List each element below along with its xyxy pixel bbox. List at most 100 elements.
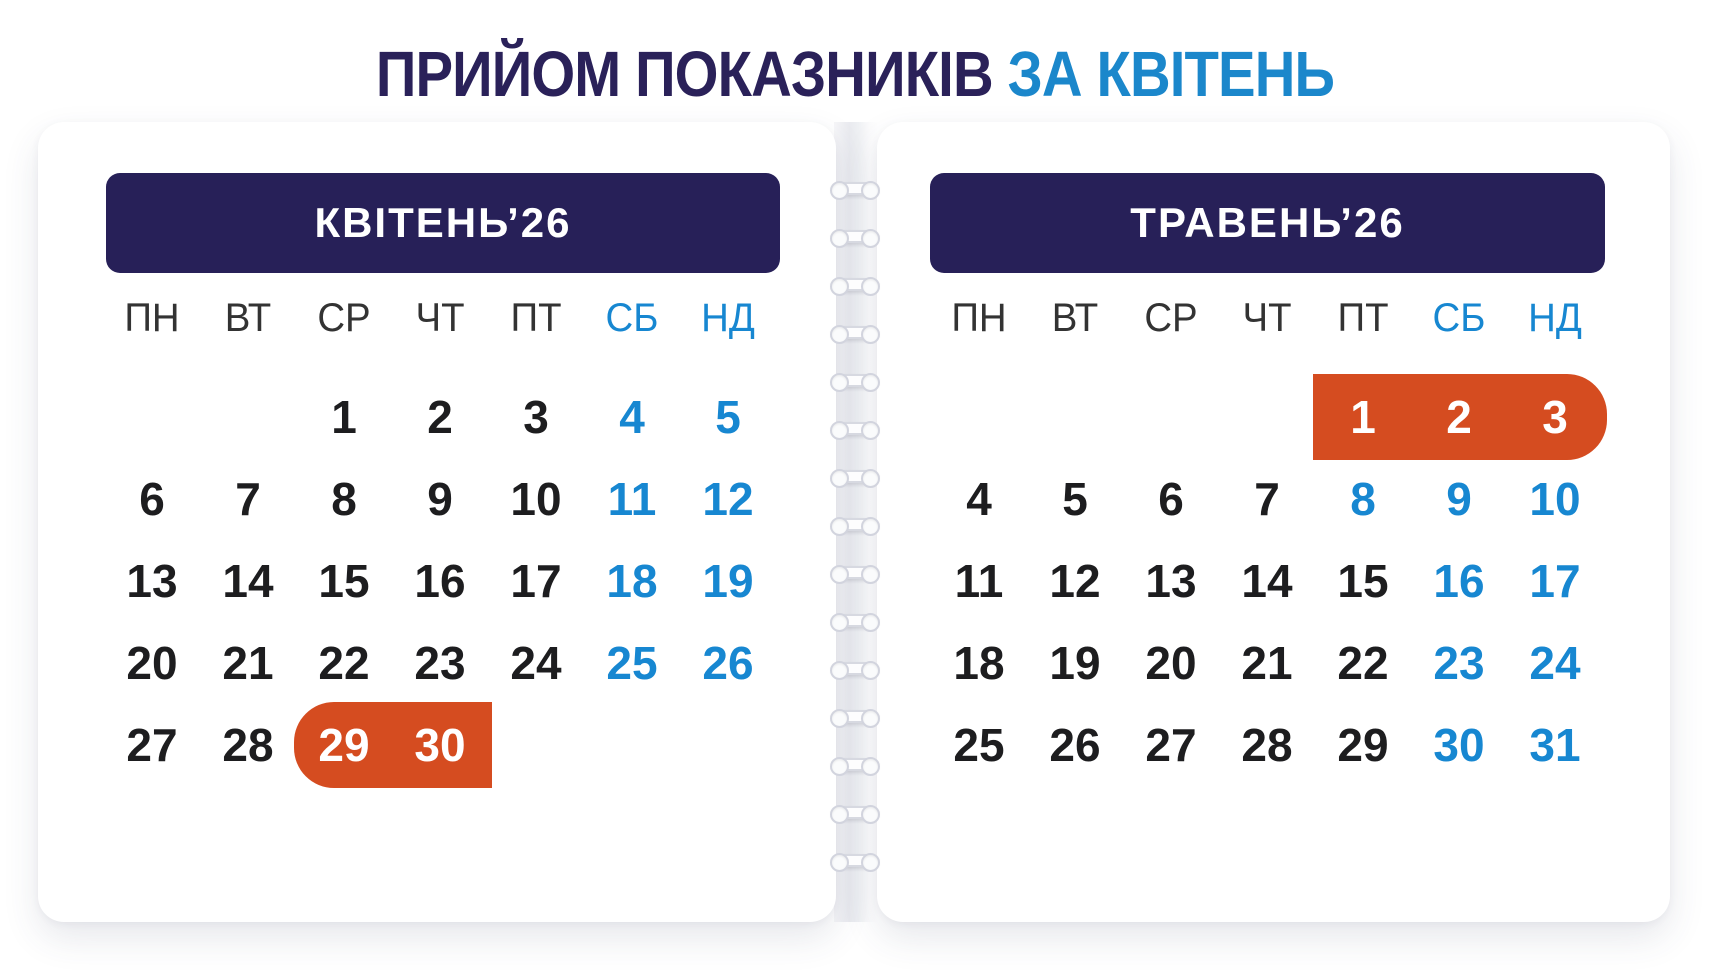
calendar-grid-may: ПН ВТ СР ЧТ ПТ СБ НД 1 2 3 4 5 6 7 8 9 10 11 12 13 14 15 16 17…: [931, 288, 1607, 786]
binding-ring: [830, 757, 880, 776]
empty-day-cell: [488, 704, 584, 786]
weekday-row: ПН ВТ СР ЧТ ПТ СБ НД: [104, 288, 776, 348]
day-may-11: 11: [954, 555, 1004, 607]
binding-ring: [830, 325, 880, 344]
day-april-2: 2: [427, 391, 453, 443]
day-may-15: 15: [1337, 555, 1389, 607]
day-april-22: 22: [318, 637, 370, 689]
day-may-13: 13: [1145, 555, 1197, 607]
day-april-18: 18: [606, 555, 658, 607]
page-title-accent: ЗА КВІТЕНЬ: [1007, 38, 1335, 110]
day-may-27: 27: [1145, 719, 1197, 771]
empty-day-cell: [1123, 376, 1219, 458]
day-april-11: 11: [607, 473, 657, 525]
day-april-24: 24: [510, 637, 562, 689]
day-may-31: 31: [1529, 719, 1581, 771]
date-grid: 1 2 3 4 5 6 7 8 9 10 11 12 13 14 15 16 17 18 19 20 21 22 23 24 2…: [104, 376, 776, 788]
calendar-card-may: ТРАВЕНЬ’26 ПН ВТ СР ЧТ ПТ СБ НД 1 2 3 4 5 6 7 8 9 10 11 1…: [877, 122, 1670, 922]
day-may-22: 22: [1337, 637, 1389, 689]
month-header-may: ТРАВЕНЬ’26: [930, 173, 1605, 273]
day-may-3: 3: [1542, 391, 1568, 443]
weekday-label-may-6: НД: [1528, 295, 1582, 340]
day-april-3: 3: [523, 391, 549, 443]
day-may-24: 24: [1529, 637, 1581, 689]
calendar-grid-april: ПН ВТ СР ЧТ ПТ СБ НД 1 2 3 4 5 6 7 8 9 10 11 12 13 14 15 16 17…: [104, 288, 776, 788]
weekday-label-april-6: НД: [701, 295, 755, 340]
day-may-29: 29: [1337, 719, 1389, 771]
weekday-label-may-0: ПН: [951, 295, 1007, 340]
day-may-17: 17: [1529, 555, 1581, 607]
binding-ring: [830, 853, 880, 872]
day-may-10: 10: [1529, 473, 1581, 525]
weekday-label-april-1: ВТ: [224, 295, 272, 340]
day-april-6: 6: [139, 473, 165, 525]
day-april-26: 26: [702, 637, 754, 689]
day-april-8: 8: [331, 473, 357, 525]
empty-day-cell: [1219, 376, 1315, 458]
weekday-label-may-3: ЧТ: [1242, 295, 1292, 340]
day-april-12: 12: [702, 473, 754, 525]
binding-ring: [830, 181, 880, 200]
binding-ring: [830, 421, 880, 440]
day-april-21: 21: [222, 637, 274, 689]
day-april-25: 25: [606, 637, 658, 689]
day-april-15: 15: [318, 555, 370, 607]
binding-ring: [830, 277, 880, 296]
month-title: КВІТЕНЬ’26: [314, 199, 572, 246]
day-april-13: 13: [126, 555, 178, 607]
day-may-20: 20: [1145, 637, 1197, 689]
date-grid: 1 2 3 4 5 6 7 8 9 10 11 12 13 14 15 16 17 18 19 20 21 22 23 24 2…: [931, 374, 1607, 786]
empty-day-cell: [584, 704, 680, 786]
day-may-19: 19: [1049, 637, 1101, 689]
day-may-30: 30: [1433, 719, 1485, 771]
day-may-8: 8: [1350, 473, 1376, 525]
day-april-28: 28: [222, 719, 274, 771]
day-april-4: 4: [619, 391, 645, 443]
empty-day-cell: [680, 704, 776, 786]
day-april-23: 23: [414, 637, 466, 689]
day-may-2: 2: [1446, 391, 1472, 443]
day-april-14: 14: [222, 555, 274, 607]
day-april-1: 1: [331, 391, 357, 443]
day-april-27: 27: [126, 719, 178, 771]
weekday-label-may-4: ПТ: [1337, 295, 1389, 340]
day-may-28: 28: [1241, 719, 1293, 771]
day-april-16: 16: [414, 555, 466, 607]
weekday-label-april-5: СБ: [605, 295, 659, 340]
page-title-main: ПРИЙОМ ПОКАЗНИКІВ: [375, 38, 994, 110]
empty-day-cell: [1027, 376, 1123, 458]
weekday-row: ПН ВТ СР ЧТ ПТ СБ НД: [931, 288, 1603, 348]
empty-day-cell: [931, 376, 1027, 458]
day-may-14: 14: [1241, 555, 1293, 607]
day-april-19: 19: [702, 555, 754, 607]
day-may-23: 23: [1433, 637, 1485, 689]
weekday-label-april-3: ЧТ: [415, 295, 465, 340]
binding-ring: [830, 613, 880, 632]
day-may-9: 9: [1446, 473, 1472, 525]
binding-ring: [830, 661, 880, 680]
day-may-26: 26: [1049, 719, 1101, 771]
day-may-12: 12: [1049, 555, 1101, 607]
calendar-card-april: КВІТЕНЬ’26 ПН ВТ СР ЧТ ПТ СБ НД 1 2 3 4 5 6 7 8 9 10 11 1…: [38, 122, 836, 922]
day-may-6: 6: [1158, 473, 1184, 525]
weekday-label-may-1: ВТ: [1051, 295, 1099, 340]
page-title: ПРИЙОМ ПОКАЗНИКІВ ЗА КВІТЕНЬ: [103, 42, 1608, 106]
day-may-5: 5: [1062, 473, 1088, 525]
day-may-25: 25: [953, 719, 1005, 771]
binding-ring: [830, 373, 880, 392]
weekday-label-may-2: СР: [1144, 295, 1198, 340]
binding-ring: [830, 709, 880, 728]
weekday-label-april-2: СР: [317, 295, 371, 340]
weekday-label-april-0: ПН: [124, 295, 180, 340]
day-may-4: 4: [966, 473, 992, 525]
binding-ring: [830, 229, 880, 248]
day-april-30: 30: [414, 719, 466, 771]
binding-ring: [830, 805, 880, 824]
day-may-21: 21: [1241, 637, 1293, 689]
day-april-5: 5: [715, 391, 741, 443]
binding-ring: [830, 469, 880, 488]
day-april-20: 20: [126, 637, 178, 689]
weekday-label-april-4: ПТ: [510, 295, 562, 340]
day-may-1: 1: [1350, 391, 1376, 443]
month-title: ТРАВЕНЬ’26: [1130, 199, 1405, 246]
